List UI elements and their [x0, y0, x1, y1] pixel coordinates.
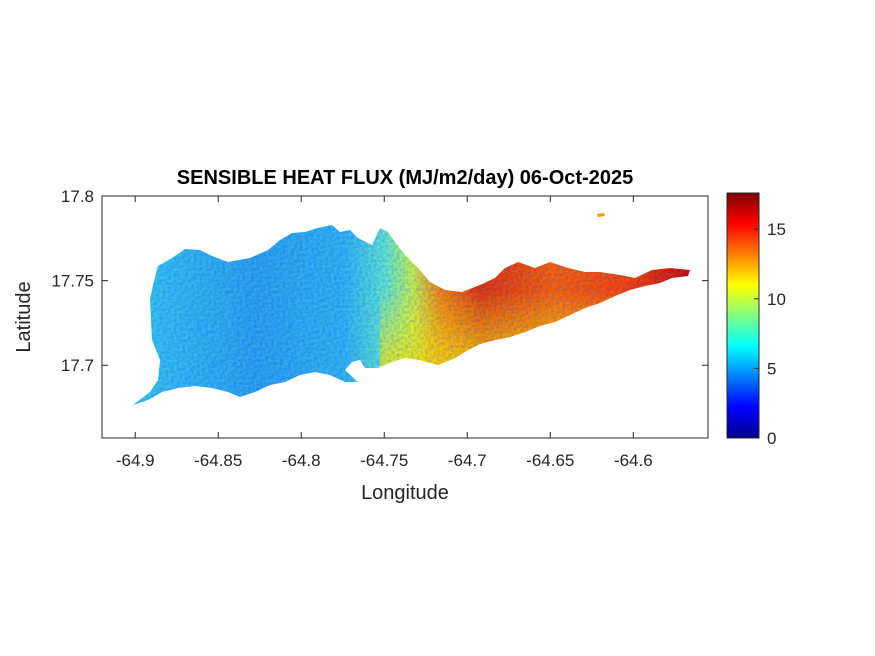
x-tick-label: -64.75 [360, 451, 408, 470]
colorbar-tick-label: 5 [767, 359, 776, 378]
x-axis-label: Longitude [361, 482, 449, 504]
colorbar-gradient [726, 192, 760, 439]
y-tick-label: 17.7 [61, 356, 94, 375]
x-axis-ticks: -64.9 -64.85 -64.8 -64.75 -64.7 -64.65 -64.6 [116, 196, 653, 470]
colorbar: 0 5 10 15 [726, 192, 786, 448]
colorbar-tick-label: 15 [767, 220, 786, 239]
colorbar-ticks: 0 5 10 15 [754, 220, 786, 448]
y-tick-label: 17.8 [61, 187, 94, 206]
colorbar-tick-label: 10 [767, 290, 786, 309]
chart-title: SENSIBLE HEAT FLUX (MJ/m2/day) 06-Oct-20… [177, 167, 633, 189]
colorbar-tick-label: 0 [767, 429, 776, 448]
x-tick-label: -64.8 [282, 451, 321, 470]
x-tick-label: -64.65 [526, 451, 574, 470]
x-tick-label: -64.7 [448, 451, 487, 470]
x-tick-label: -64.85 [194, 451, 242, 470]
x-tick-label: -64.9 [116, 451, 155, 470]
y-axis-label: Latitude [13, 281, 35, 352]
y-axis-ticks: 17.7 17.75 17.8 [51, 187, 708, 375]
x-tick-label: -64.6 [614, 451, 653, 470]
y-tick-label: 17.75 [51, 272, 94, 291]
